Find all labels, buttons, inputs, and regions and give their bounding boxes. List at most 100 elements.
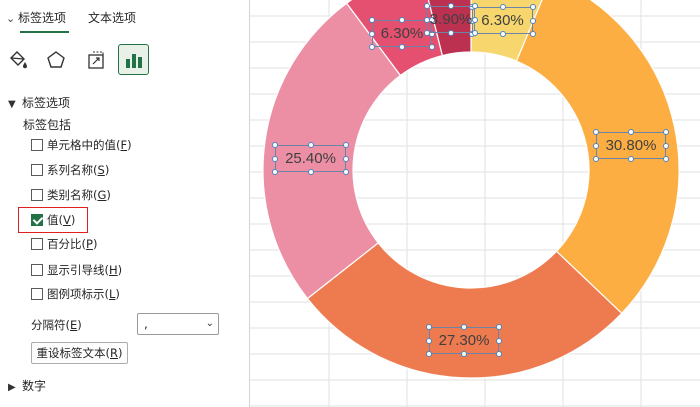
selection-handle[interactable]: [530, 4, 536, 10]
format-data-labels-pane: ⌄ 标签选项 文本选项 ▼ 标签选项 标签包括 单元格: [0, 0, 249, 407]
selection-handle[interactable]: [593, 129, 599, 135]
donut-chart[interactable]: [250, 0, 700, 407]
data-label-3-90[interactable]: 3.90%: [427, 6, 475, 33]
hotkey: P: [86, 237, 93, 251]
section-number[interactable]: ▶ 数字: [8, 378, 46, 396]
size-properties-icon[interactable]: [81, 45, 111, 75]
checkbox[interactable]: [31, 164, 43, 176]
selection-handle[interactable]: [663, 129, 669, 135]
selection-handle[interactable]: [424, 16, 430, 23]
checkbox-value[interactable]: 值(V): [31, 212, 75, 228]
checkbox-cell-value[interactable]: 单元格中的值(F): [31, 137, 132, 153]
checkbox[interactable]: [31, 288, 43, 300]
donut-slices: [262, 0, 680, 379]
checkbox-category-name[interactable]: 类别名称(G): [31, 187, 111, 203]
option-label: 显示引导线: [47, 263, 105, 277]
value-option-highlight: [18, 207, 88, 233]
section-label-options[interactable]: ▼ 标签选项: [8, 95, 70, 113]
selection-handle[interactable]: [399, 17, 405, 23]
selection-handle[interactable]: [628, 156, 634, 162]
chart-options-icon[interactable]: [118, 44, 149, 75]
separator-label: 分隔符(E): [31, 318, 82, 332]
reset-label-text-button[interactable]: 重设标签文本(R): [31, 342, 128, 364]
selection-handle[interactable]: [369, 44, 375, 50]
hotkey: G: [97, 188, 107, 202]
donut-slice-27-30[interactable]: [306, 242, 623, 379]
section-title: 标签选项: [22, 96, 71, 110]
separator-value: ,: [144, 317, 148, 331]
selection-handle[interactable]: [424, 30, 430, 36]
option-label: 系列名称: [47, 163, 93, 177]
selection-handle[interactable]: [272, 142, 278, 148]
selection-handle[interactable]: [461, 351, 467, 357]
selection-handle[interactable]: [424, 3, 430, 9]
separator-label-text: 分隔符: [31, 318, 66, 332]
worksheet[interactable]: 6.30% 30.80% 27.30% 25.40% 6.30% 3.90%: [250, 0, 700, 407]
selection-handle[interactable]: [426, 337, 432, 344]
selection-handle[interactable]: [343, 169, 349, 175]
data-label-30-80[interactable]: 30.80%: [596, 132, 666, 159]
pane-divider[interactable]: [249, 0, 250, 407]
data-label-6-30-yellow[interactable]: 6.30%: [472, 7, 533, 34]
effects-icon[interactable]: [41, 45, 71, 75]
checkbox-legend-key[interactable]: 图例项标示(L): [31, 286, 120, 302]
selection-handle[interactable]: [429, 44, 435, 50]
checkbox[interactable]: [31, 139, 43, 151]
checkbox[interactable]: [31, 264, 43, 276]
data-label-27-30[interactable]: 27.30%: [429, 327, 499, 354]
selection-handle[interactable]: [496, 337, 502, 344]
selection-handle[interactable]: [448, 3, 454, 9]
selection-handle[interactable]: [593, 156, 599, 162]
data-label-6-30-red[interactable]: 6.30%: [372, 20, 432, 47]
selection-handle[interactable]: [496, 324, 502, 330]
selection-handle[interactable]: [530, 31, 536, 37]
caret-right-icon: ▶: [8, 382, 16, 393]
checkbox[interactable]: [31, 189, 43, 201]
chevron-down-icon: ⌄: [6, 12, 16, 25]
hotkey: L: [109, 287, 116, 301]
tab-text-options[interactable]: 文本选项: [88, 11, 137, 25]
selection-handle[interactable]: [426, 351, 432, 357]
selection-handle[interactable]: [426, 324, 432, 330]
option-label: 百分比: [47, 237, 82, 251]
option-label: 单元格中的值: [47, 138, 116, 152]
selection-handle[interactable]: [530, 17, 536, 24]
selection-handle[interactable]: [369, 30, 375, 37]
selection-handle[interactable]: [499, 4, 506, 10]
data-label-25-40[interactable]: 25.40%: [275, 145, 346, 172]
checkbox[interactable]: [31, 238, 43, 250]
separator-select[interactable]: , ⌄: [137, 313, 219, 335]
hotkey: H: [109, 263, 118, 277]
selection-handle[interactable]: [307, 169, 314, 175]
selection-handle[interactable]: [461, 324, 467, 330]
selection-handle[interactable]: [499, 31, 506, 37]
selection-handle[interactable]: [399, 44, 405, 50]
donut-slice-25-40[interactable]: [262, 2, 402, 300]
checkbox-series-name[interactable]: 系列名称(S): [31, 162, 109, 178]
selection-handle[interactable]: [472, 16, 478, 23]
selection-handle[interactable]: [272, 169, 278, 175]
selection-handle[interactable]: [663, 156, 669, 162]
fill-line-icon[interactable]: [3, 45, 33, 75]
checkbox-percentage[interactable]: 百分比(P): [31, 236, 97, 252]
selection-handle[interactable]: [369, 17, 375, 23]
label-contains-heading: 标签包括: [23, 118, 72, 132]
checkbox-leader-lines[interactable]: 显示引导线(H): [31, 262, 122, 278]
checkbox-checked[interactable]: [31, 214, 43, 226]
selection-handle[interactable]: [307, 142, 314, 148]
selection-handle[interactable]: [343, 155, 349, 162]
selection-handle[interactable]: [448, 30, 454, 36]
option-label: 类别名称: [47, 188, 93, 202]
selection-handle[interactable]: [496, 351, 502, 357]
selection-handle[interactable]: [472, 3, 478, 9]
section-title: 数字: [22, 379, 47, 393]
selection-handle[interactable]: [593, 142, 599, 149]
selection-handle[interactable]: [472, 30, 478, 36]
selection-handle[interactable]: [628, 129, 634, 135]
selection-handle[interactable]: [663, 142, 669, 149]
option-label: 图例项标示: [47, 287, 105, 301]
hotkey: S: [97, 163, 105, 177]
tab-label-options[interactable]: ⌄ 标签选项: [6, 10, 66, 27]
selection-handle[interactable]: [343, 142, 349, 148]
selection-handle[interactable]: [272, 155, 278, 162]
